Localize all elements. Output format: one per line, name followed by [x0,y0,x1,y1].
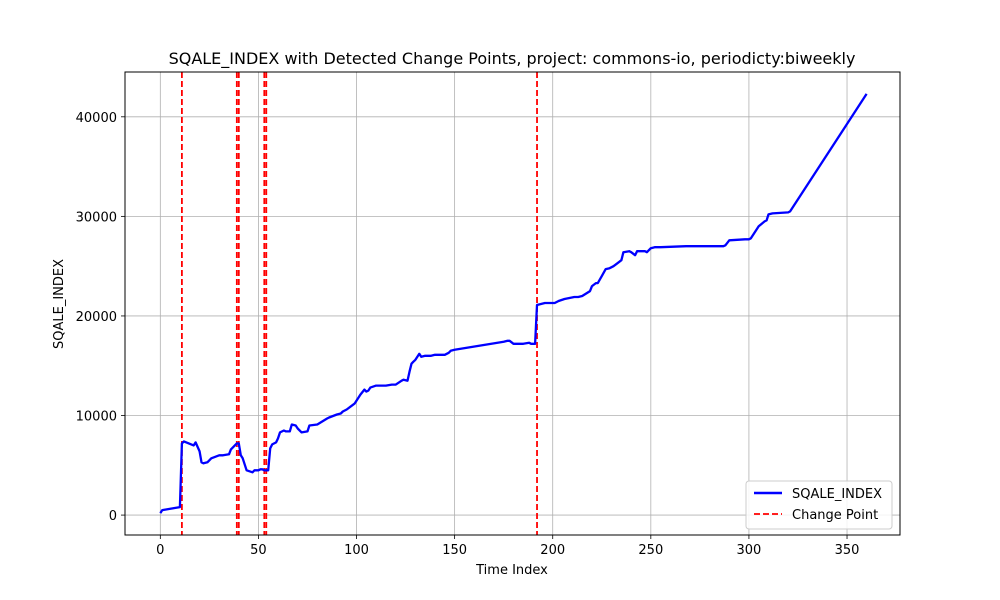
y-tick-label: 10000 [76,410,117,425]
series-lines [159,93,868,514]
x-tick-label: 150 [442,543,467,558]
plot-frame [124,71,901,536]
legend-box [745,480,893,530]
legend-label-sqale-index: SQALE_INDEX [792,487,882,502]
y-axis-ticks: 0 10000 20000 30000 40000 [76,111,125,524]
x-axis-label: Time Index [475,563,548,578]
x-tick-label: 300 [737,543,762,558]
change-point-lines [180,72,538,535]
x-tick-label: 350 [835,543,860,558]
x-tick-label: 100 [344,543,369,558]
x-tick-label: 50 [250,543,267,558]
y-tick-label: 30000 [76,210,117,225]
x-tick-label: 0 [156,543,164,558]
x-tick-label: 250 [638,543,663,558]
grid [125,72,900,535]
legend-label-change-point: Change Point [792,508,878,523]
y-tick-label: 0 [109,509,117,524]
x-tick-label: 200 [540,543,565,558]
x-axis-ticks: 0 50 100 150 200 250 300 350 [156,535,859,558]
y-axis-label: SQALE_INDEX [52,259,67,349]
chart-title: SQALE_INDEX with Detected Change Points,… [169,49,856,69]
sqale-index-series-line [159,93,868,514]
legend: SQALE_INDEX Change Point [745,480,893,530]
y-tick-label: 20000 [76,310,117,325]
y-tick-label: 40000 [76,111,117,126]
